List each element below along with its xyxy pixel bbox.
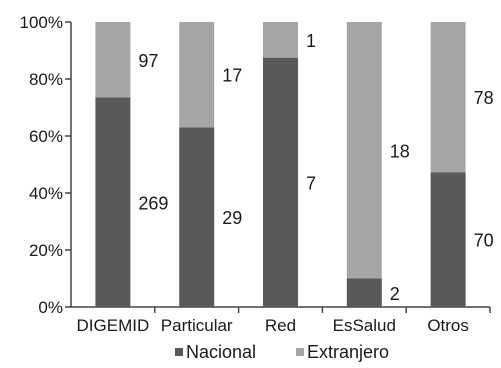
bar-segment-nacional-essalud (346, 278, 382, 307)
legend-item-extranjero: Extranjero (296, 342, 389, 362)
bars (95, 22, 466, 308)
data-label-extranjero-otros: 78 (474, 88, 494, 108)
data-label-extranjero-particular: 17 (222, 66, 242, 86)
y-tick-label: 40% (29, 184, 63, 203)
data-label-nacional-digemid: 269 (138, 193, 168, 213)
data-label-extranjero-digemid: 97 (138, 51, 158, 71)
bar-segment-nacional-particular (179, 127, 215, 308)
x-tick-label-red: Red (265, 316, 296, 335)
legend: Nacional Extranjero (175, 342, 389, 362)
x-axis-ticks: DIGEMID Particular Red EsSalud Otros (77, 307, 491, 335)
bar-segment-nacional-red (263, 57, 298, 307)
x-tick-label-particular: Particular (161, 316, 233, 335)
bar-segment-extranjero-essalud (346, 22, 382, 279)
data-labels: 269 97 29 17 7 1 2 18 70 78 (138, 31, 493, 304)
data-label-extranjero-red: 1 (306, 31, 316, 51)
bar-segment-extranjero-particular (179, 22, 215, 128)
data-label-nacional-essalud: 2 (390, 284, 400, 304)
y-tick-label: 80% (29, 70, 63, 89)
bar-segment-extranjero-digemid (95, 22, 131, 98)
data-label-extranjero-essalud: 18 (390, 141, 410, 161)
x-tick-label-otros: Otros (427, 316, 469, 335)
bar-segment-nacional-otros (430, 172, 466, 307)
y-axis-ticks: 0% 20% 40% 60% 80% 100% (20, 13, 71, 317)
y-tick-label: 100% (20, 13, 63, 32)
legend-swatch-extranjero (296, 348, 304, 356)
bar-segment-nacional-digemid (95, 97, 131, 308)
data-label-nacional-otros: 70 (474, 231, 494, 251)
bar-segment-extranjero-red (263, 22, 298, 58)
legend-label-nacional: Nacional (186, 342, 256, 362)
legend-label-extranjero: Extranjero (307, 342, 389, 362)
legend-swatch-nacional (175, 348, 183, 356)
x-tick-label-digemid: DIGEMID (77, 316, 150, 335)
data-label-nacional-particular: 29 (222, 208, 242, 228)
x-tick-label-essalud: EsSalud (333, 316, 396, 335)
y-tick-label: 60% (29, 127, 63, 146)
data-label-nacional-red: 7 (306, 173, 316, 193)
bar-segment-extranjero-otros (430, 22, 466, 173)
y-tick-label: 0% (38, 298, 63, 317)
legend-item-nacional: Nacional (175, 342, 256, 362)
y-tick-label: 20% (29, 241, 63, 260)
